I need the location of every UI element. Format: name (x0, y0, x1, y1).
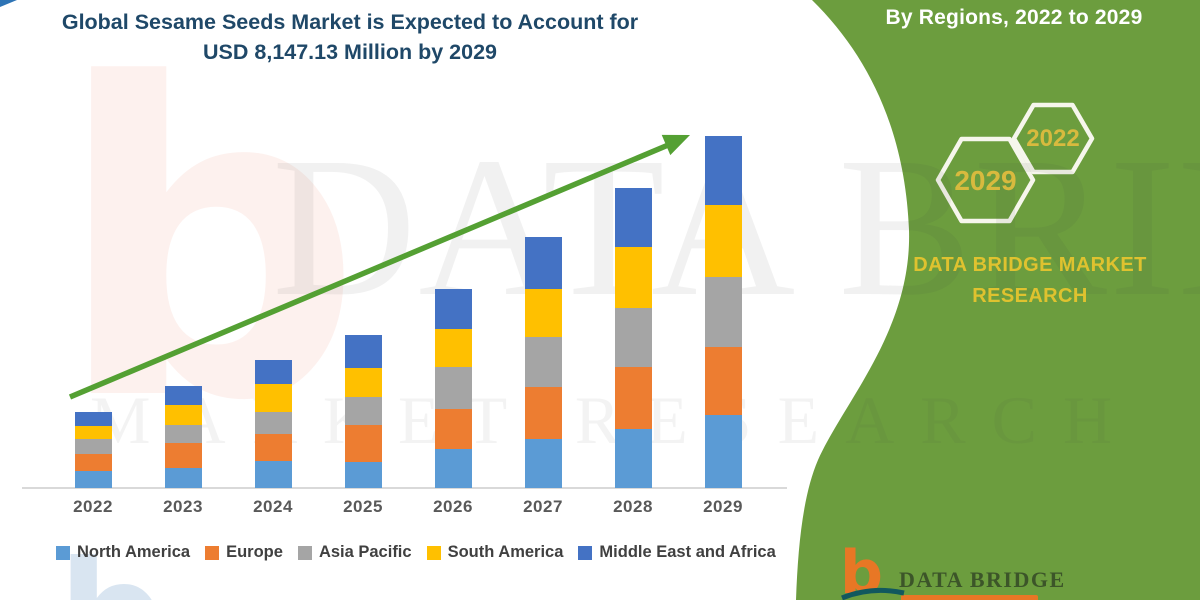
bar-segment-north-america-2022 (74, 471, 112, 488)
bar-segment-asia-pacific-2028 (614, 308, 652, 367)
legend-swatch-asia-pacific (297, 545, 312, 560)
chart-title: Global Sesame Seeds Market is Expected t… (0, 7, 700, 67)
bar-segment-south-america-2028 (614, 247, 652, 308)
x-axis-label-2024: 2024 (253, 497, 293, 516)
bar-segment-asia-pacific-2023 (164, 425, 202, 443)
legend-label-asia-pacific: Asia Pacific (318, 543, 412, 561)
legend-item-europe: Europe (205, 543, 283, 562)
side-panel-heading: By Regions, 2022 to 2029 (885, 6, 1143, 29)
bar-segment-middle-east-and-africa-2024 (254, 360, 292, 384)
legend-item-middle-east-and-africa: Middle East and Africa (578, 543, 776, 562)
footer-brand-wordmark: DATA BRIDGE (899, 567, 1066, 592)
legend-swatch-europe (205, 545, 220, 560)
bar-segment-north-america-2029 (704, 415, 742, 488)
footer-orange-strip (901, 595, 1038, 600)
bar-segment-middle-east-and-africa-2023 (164, 386, 202, 405)
bar-segment-north-america-2028 (614, 429, 652, 488)
bar-2028 (614, 188, 652, 488)
x-axis-label-2023: 2023 (163, 497, 203, 516)
corner-accent (0, 0, 17, 7)
bar-segment-south-america-2029 (704, 205, 742, 277)
hexagon-2022-outline (1011, 102, 1095, 175)
bar-segment-europe-2027 (524, 387, 562, 439)
bar-segment-europe-2023 (164, 443, 202, 468)
bar-2027 (524, 237, 562, 488)
bar-segment-asia-pacific-2025 (344, 397, 382, 425)
x-axis-label-2029: 2029 (703, 497, 743, 516)
bar-segment-asia-pacific-2022 (74, 439, 112, 454)
chart-title-line2: USD 8,147.13 Million by 2029 (203, 40, 497, 64)
bar-segment-middle-east-and-africa-2026 (434, 289, 472, 329)
x-axis-label-2026: 2026 (433, 497, 473, 516)
bar-segment-south-america-2025 (344, 368, 382, 397)
x-axis-label-2022: 2022 (73, 497, 113, 516)
bar-segment-middle-east-and-africa-2022 (74, 412, 112, 426)
bar-segment-north-america-2025 (344, 462, 382, 488)
x-axis-label-2027: 2027 (523, 497, 563, 516)
legend-swatch-north-america (56, 545, 70, 560)
bar-2029 (704, 136, 742, 488)
bar-segment-south-america-2027 (524, 289, 562, 337)
legend-label-south-america: South America (447, 543, 564, 561)
x-axis-label-2025: 2025 (343, 497, 383, 516)
bar-2025 (344, 335, 382, 488)
bar-segment-north-america-2024 (254, 461, 292, 488)
bar-segment-south-america-2026 (434, 329, 472, 367)
legend-label-europe: Europe (226, 543, 283, 561)
legend-swatch-south-america (426, 545, 441, 560)
bar-segment-europe-2022 (74, 454, 112, 471)
bar-segment-europe-2028 (614, 367, 652, 429)
bar-segment-north-america-2023 (164, 468, 202, 488)
legend: North America Europe Asia Pacific South Ame… (56, 543, 776, 562)
bar-segment-europe-2024 (254, 434, 292, 461)
bar-segment-europe-2029 (704, 347, 742, 415)
legend-label-middle-east-and-africa: Middle East and Africa (599, 543, 776, 561)
bar-segment-north-america-2027 (524, 439, 562, 488)
bar-segment-middle-east-and-africa-2029 (704, 136, 742, 205)
bar-segment-south-america-2022 (74, 426, 112, 439)
legend-swatch-middle-east-and-africa (578, 545, 593, 560)
bar-segment-europe-2026 (434, 409, 472, 449)
bar-segment-north-america-2026 (434, 449, 472, 488)
legend-item-north-america: North America (56, 543, 190, 562)
bar-segment-south-america-2023 (164, 405, 202, 425)
bar-segment-asia-pacific-2027 (524, 337, 562, 387)
bar-2024 (254, 360, 292, 488)
brand-line1: DATA BRIDGE MARKET (913, 254, 1147, 276)
bar-chart: 2022 2023 2024 2025 2026 2027 2028 2029 (22, 136, 787, 516)
x-axis-line (22, 487, 787, 489)
side-panel-brand-text: DATA BRIDGE MARKET RESEARCH (895, 250, 1165, 312)
bar-2026 (434, 289, 472, 488)
bar-segment-middle-east-and-africa-2027 (524, 237, 562, 289)
hexagon-2029-outline (935, 136, 1036, 224)
bar-segment-middle-east-and-africa-2025 (344, 335, 382, 368)
bar-segment-middle-east-and-africa-2028 (614, 188, 652, 247)
bar-segment-asia-pacific-2026 (434, 367, 472, 409)
chart-title-line1: Global Sesame Seeds Market is Expected t… (61, 10, 639, 34)
hexagon-2029-label: 2029 (954, 165, 1017, 196)
legend-item-asia-pacific: Asia Pacific (297, 543, 412, 562)
bar-2023 (164, 386, 202, 488)
x-axis-label-2028: 2028 (613, 497, 653, 516)
footer-logo-swoosh-icon (841, 587, 905, 600)
bar-segment-europe-2025 (344, 425, 382, 462)
side-panel-shape (796, 0, 1200, 600)
legend-label-north-america: North America (77, 543, 191, 561)
bar-segment-south-america-2024 (254, 384, 292, 412)
bar-segment-asia-pacific-2029 (704, 277, 742, 347)
legend-item-south-america: South America (426, 543, 564, 562)
brand-line2: RESEARCH (972, 285, 1088, 307)
bar-segment-asia-pacific-2024 (254, 412, 292, 434)
bar-2022 (74, 412, 112, 488)
hexagon-2022-label: 2022 (1026, 125, 1080, 152)
watermark-logo-b-bottom: b (58, 542, 165, 600)
